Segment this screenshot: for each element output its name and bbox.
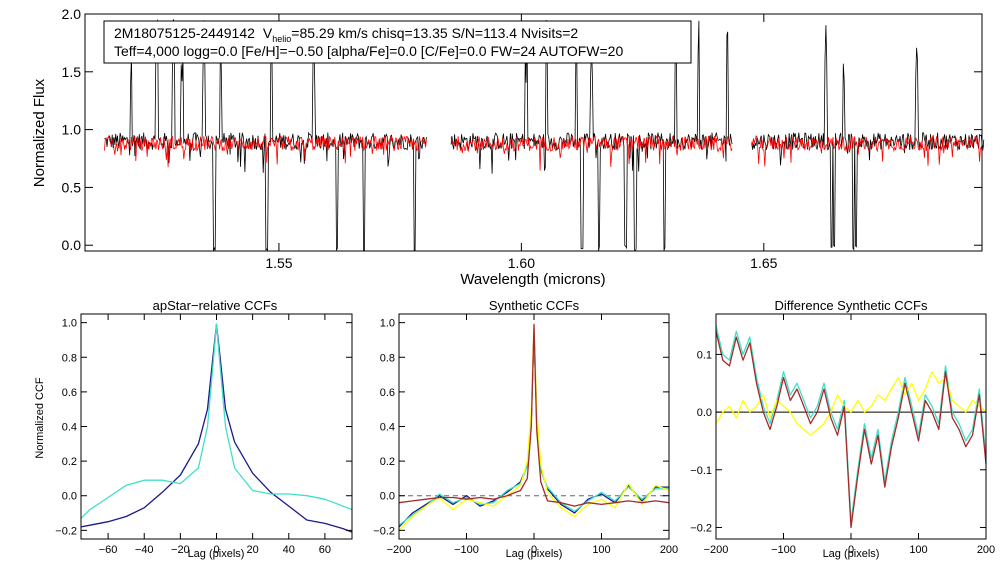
apstar-ccf-y-tick-label: 0.0 — [62, 491, 77, 503]
difference-ccf-x-tick-label: 100 — [909, 544, 927, 556]
difference-ccf-traces — [715, 325, 987, 529]
spectrum-series-observed — [751, 25, 985, 251]
star-id: 2M18075125-2449142 — [114, 25, 255, 41]
apstar-ccf-y-tick-label: 0.6 — [62, 387, 77, 399]
synthetic-ccf-y-tick-label: 0.2 — [380, 456, 395, 468]
difference-ccf-x-tick-label: −200 — [704, 544, 729, 556]
difference-ccf-frame — [715, 313, 987, 540]
synthetic-ccf-title: Synthetic CCFs — [489, 298, 580, 313]
apstar-ccf-x-tick-label: 40 — [283, 544, 295, 556]
apstar-ccf-y-tick-label: 0.2 — [62, 456, 77, 468]
synthetic-ccf-x-tick-label: 0 — [531, 544, 537, 556]
info-stats: =85.29 km/s chisq=13.35 S/N=113.4 Nvisit… — [291, 25, 578, 41]
apstar-ccf-y-tick-label: 1.0 — [62, 318, 77, 330]
spectrum-ticks: 1.55 1.60 1.65 0.0 0.5 1.0 1.5 2.0 — [62, 6, 982, 271]
spectrum-x-tick-label: 1.55 — [265, 255, 292, 271]
apstar-ccf-panel: apStar−relative CCFs −60 −40 −20 0 20 40 60 −0.… — [34, 298, 353, 560]
spectrum-series-model — [450, 135, 733, 171]
apstar-ccf-y-tick-label: 0.4 — [62, 422, 77, 434]
difference-ccf-xlabel: Lag (pixels) — [823, 548, 880, 560]
apstar-ccf-traces — [80, 323, 353, 533]
spectrum-x-tick-label: 1.60 — [508, 255, 535, 271]
difference-ccf-y-tick-label: −0.2 — [690, 522, 712, 534]
apstar-ccf-x-tick-label: 60 — [319, 544, 331, 556]
apstar-ccf-y-tick-label: 0.8 — [62, 352, 77, 364]
synthetic-ccf-x-tick-label: −200 — [387, 544, 412, 556]
spectrum-ylabel: Normalized Flux — [31, 78, 48, 187]
apstar-ccf-ticks: −60 −40 −20 0 20 40 60 −0.2 0.0 0.2 0.4 0.6 0.8 1.0 — [55, 314, 352, 556]
spectrum-panel: 1.55 1.60 1.65 0.0 0.5 1.0 1.5 2.0 2M18075125-2… — [31, 6, 985, 288]
apstar-ccf-x-tick-label: 20 — [247, 544, 259, 556]
spectrum-y-tick-label: 0.5 — [62, 179, 82, 195]
difference-ccf-title: Difference Synthetic CCFs — [775, 298, 928, 313]
synthetic-ccf-y-tick-label: 0.4 — [380, 422, 395, 434]
synthetic-ccf-x-tick-label: 200 — [660, 544, 678, 556]
synthetic-ccf-xlabel: Lag (pixels) — [506, 548, 563, 560]
info-line-1: 2M18075125-2449142 Vhelio=85.29 km/s chis… — [114, 25, 578, 44]
spectrum-x-tick-label: 1.65 — [750, 255, 777, 271]
spectrum-y-tick-label: 1.5 — [62, 64, 82, 80]
difference-ccf-x-tick-label: −100 — [771, 544, 796, 556]
spectrum-y-tick-label: 2.0 — [62, 6, 82, 22]
difference-ccf-y-tick-label: 0.1 — [697, 349, 712, 361]
spectrum-y-tick-label: 1.0 — [62, 122, 82, 138]
synthetic-ccf-ticks: −200 −100 0 100 200 −0.2 0.0 0.2 0.4 0.6 0.8 1.0 — [373, 314, 678, 556]
difference-ccf-series-model — [715, 331, 987, 529]
apstar-ccf-x-tick-label: −60 — [99, 544, 118, 556]
info-box-frame — [103, 20, 692, 64]
synthetic-ccf-y-tick-label: 1.0 — [380, 318, 395, 330]
difference-ccf-series-synthetic — [715, 371, 987, 436]
apstar-ccf-xlabel: Lag (pixels) — [188, 548, 245, 560]
synthetic-ccf-panel: Synthetic CCFs −200 −100 0 100 200 −0.2 0.0 0.2… — [373, 298, 678, 560]
apstar-ccf-series-visit-2-ccf — [80, 323, 353, 519]
apstar-ccf-x-tick-label: 0 — [213, 544, 219, 556]
difference-ccf-y-tick-label: −0.1 — [690, 465, 712, 477]
spectrum-series-model — [751, 135, 985, 167]
difference-ccf-y-tick-label: 0.0 — [697, 407, 712, 419]
synthetic-ccf-x-tick-label: −100 — [454, 544, 479, 556]
synthetic-ccf-y-tick-label: −0.2 — [373, 525, 395, 537]
spectrum-xlabel: Wavelength (microns) — [460, 271, 605, 288]
apstar-ccf-ylabel: Normalized CCF — [34, 377, 46, 459]
difference-ccf-ticks: −200 −100 0 100 200 −0.2 −0.1 0.0 0.1 — [690, 314, 995, 556]
spectrum-series-observed — [104, 19, 427, 252]
vhelio-label: V — [263, 25, 273, 41]
synthetic-ccf-y-tick-label: 0.8 — [380, 352, 395, 364]
synthetic-ccf-y-tick-label: 0.0 — [380, 491, 395, 503]
spectrum-traces — [104, 19, 985, 252]
apstar-ccf-x-tick-label: −40 — [135, 544, 154, 556]
difference-ccf-x-tick-label: 0 — [848, 544, 854, 556]
info-line-2: Teff=4,000 logg=0.0 [Fe/H]=−0.50 [alpha/… — [114, 43, 623, 59]
apstar-ccf-frame — [80, 313, 353, 540]
synthetic-ccf-traces — [398, 323, 670, 531]
synthetic-ccf-y-tick-label: 0.6 — [380, 387, 395, 399]
difference-ccf-series-visit-1 — [715, 325, 987, 523]
spectrum-series-model — [104, 134, 427, 168]
synthetic-ccf-series-synthetic — [398, 325, 670, 531]
spectrum-frame — [84, 13, 983, 252]
apstar-ccf-title: apStar−relative CCFs — [153, 298, 278, 313]
difference-ccf-panel: Difference Synthetic CCFs −200 −100 0 100 20… — [690, 298, 995, 560]
synthetic-ccf-series-model — [398, 323, 670, 507]
info-box: 2M18075125-2449142 Vhelio=85.29 km/s chis… — [103, 20, 692, 64]
apstar-ccf-x-tick-label: −20 — [171, 544, 190, 556]
difference-ccf-x-tick-label: 200 — [977, 544, 995, 556]
apstar-ccf-series-visit-1-ccf — [80, 323, 353, 533]
vhelio-subscript: helio — [272, 34, 291, 44]
spectrum-y-tick-label: 0.0 — [62, 237, 82, 253]
apstar-ccf-y-tick-label: −0.2 — [55, 525, 77, 537]
synthetic-ccf-x-tick-label: 100 — [592, 544, 610, 556]
